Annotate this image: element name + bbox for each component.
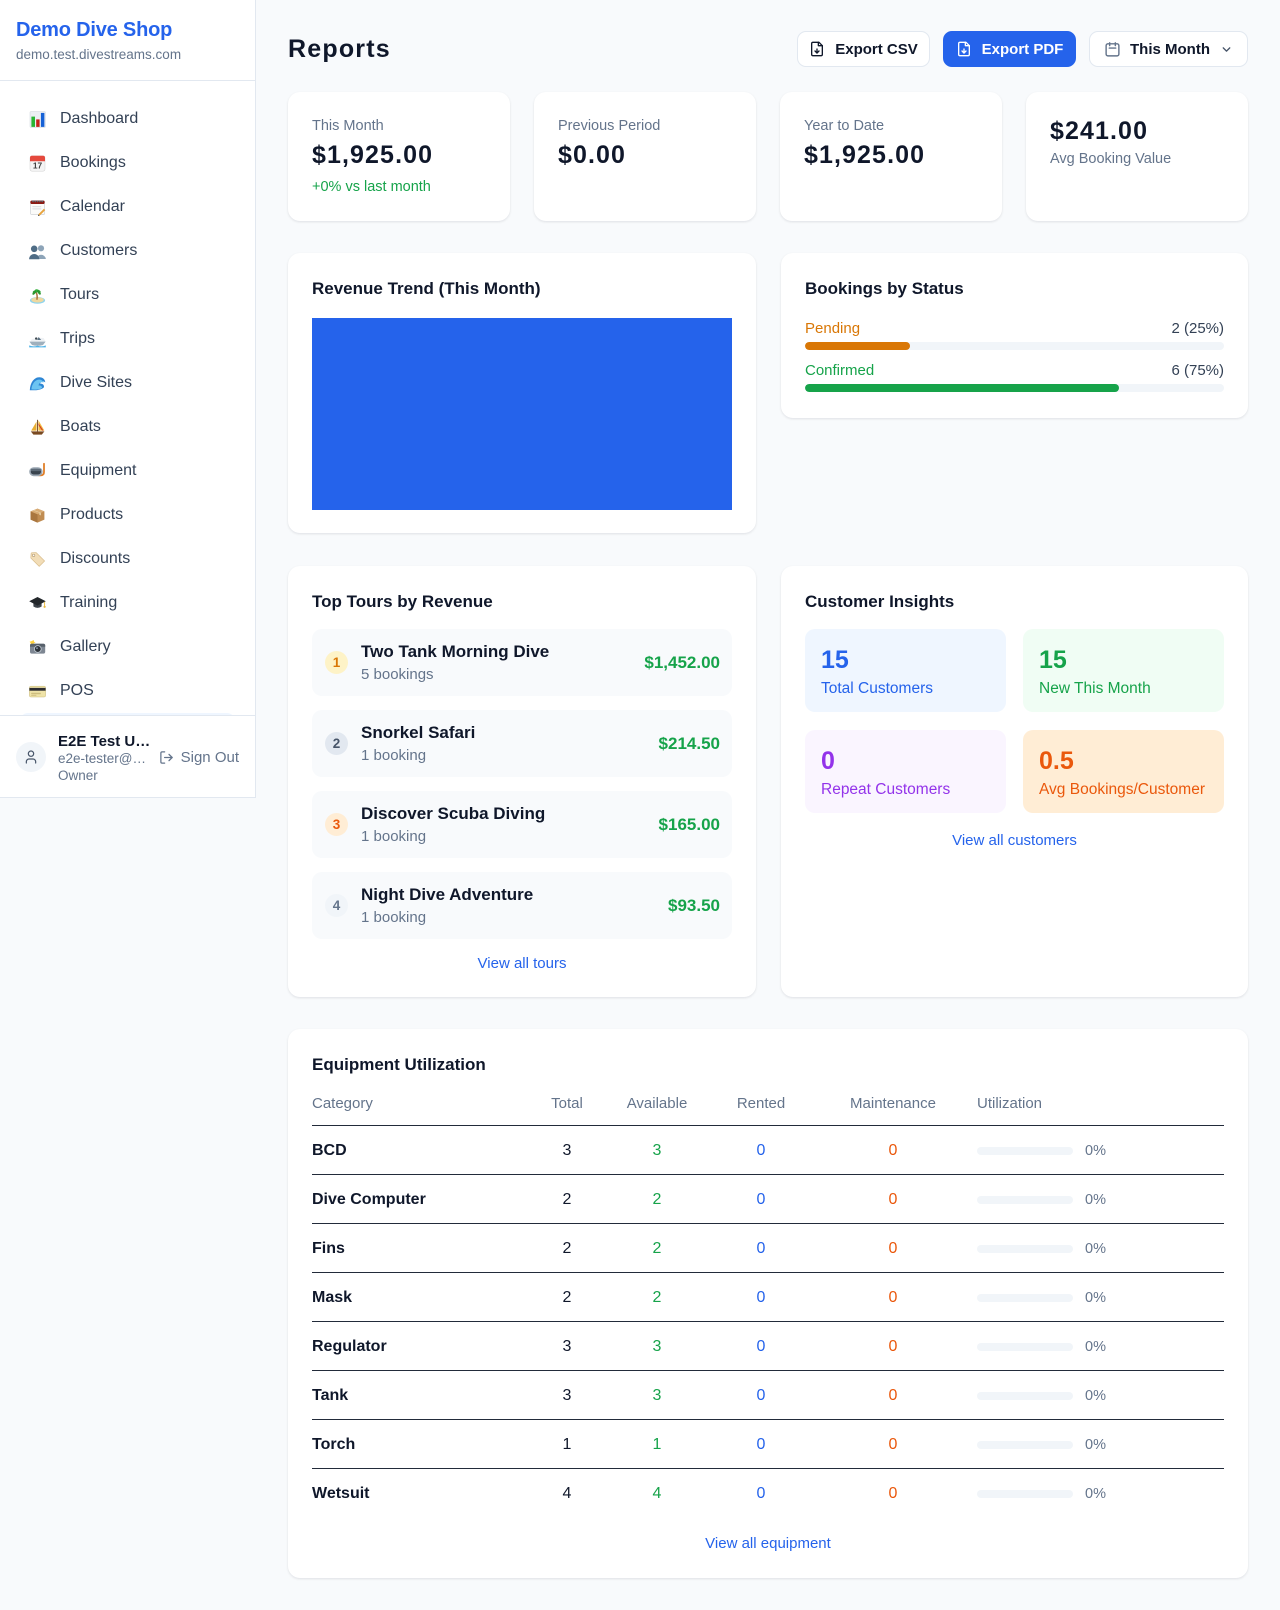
svg-text:17: 17 [33,160,43,170]
